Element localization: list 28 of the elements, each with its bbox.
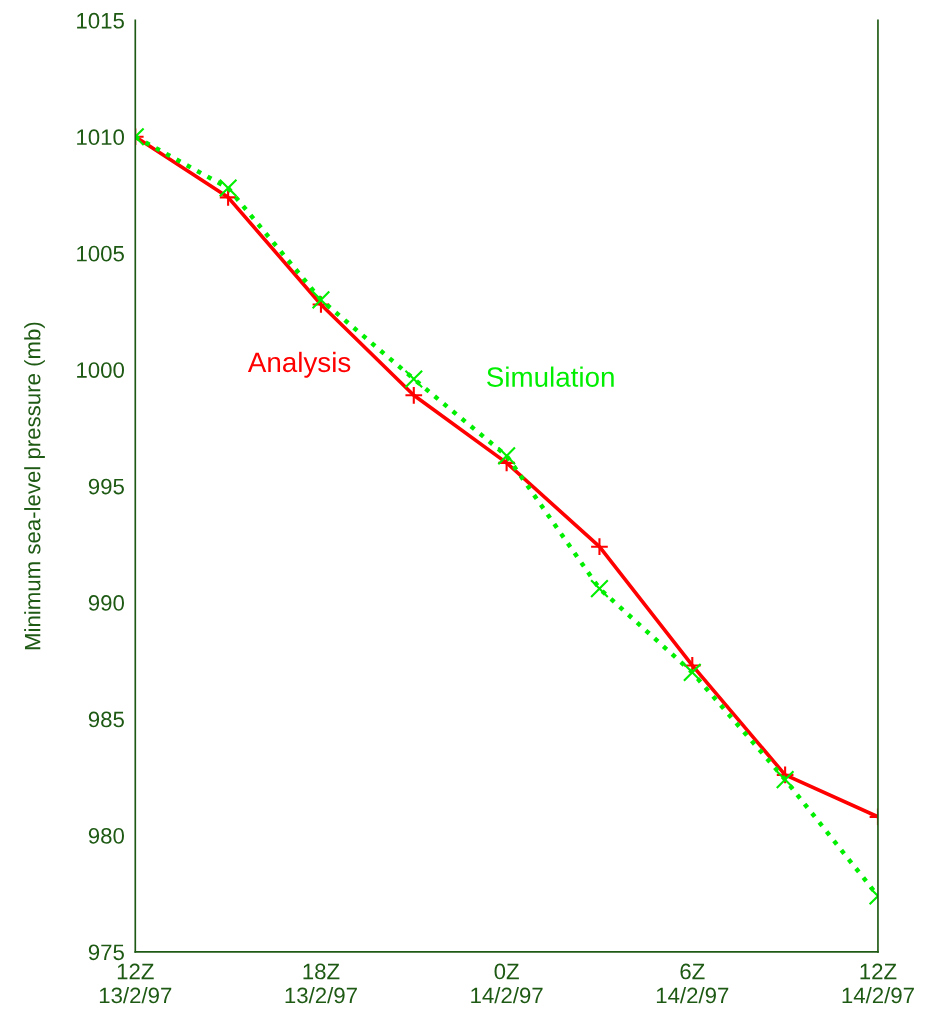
point: [218, 178, 238, 198]
x-tick-label: 18Z 13/2/97: [285, 963, 357, 1004]
y-tick-label: 995: [88, 478, 124, 495]
point: [404, 385, 424, 405]
point: [775, 770, 795, 789]
y-tick-label: 985: [88, 711, 124, 728]
point: [311, 295, 331, 314]
y-tick-label: 980: [88, 828, 124, 844]
y-tick-label: 1005: [77, 245, 124, 262]
y-tick-label: 1015: [77, 12, 124, 29]
point: [590, 579, 609, 598]
point: [404, 369, 424, 389]
x-tick-label: 12Z 13/2/97: [99, 963, 172, 1004]
point: [590, 537, 609, 557]
series-label: Simulation: [487, 366, 614, 387]
point: [497, 446, 516, 466]
point: [775, 765, 795, 785]
y-tick-label: 990: [88, 595, 124, 611]
x-tick-label: 0Z 14/2/97: [471, 963, 543, 1004]
point: [682, 663, 702, 682]
y-axis-title: Minimum sea-level pressure (mb): [24, 322, 45, 650]
y-tick-label: 1000: [77, 362, 124, 378]
series-label: Analysis: [247, 351, 351, 378]
x-tick-label: 6Z 14/2/97: [656, 963, 729, 1004]
point: [311, 290, 331, 310]
y-tick-label: 975: [88, 944, 124, 961]
y-tick-label: 1010: [77, 129, 124, 146]
x-tick-label: 12Z 14/2/97: [842, 963, 914, 1004]
